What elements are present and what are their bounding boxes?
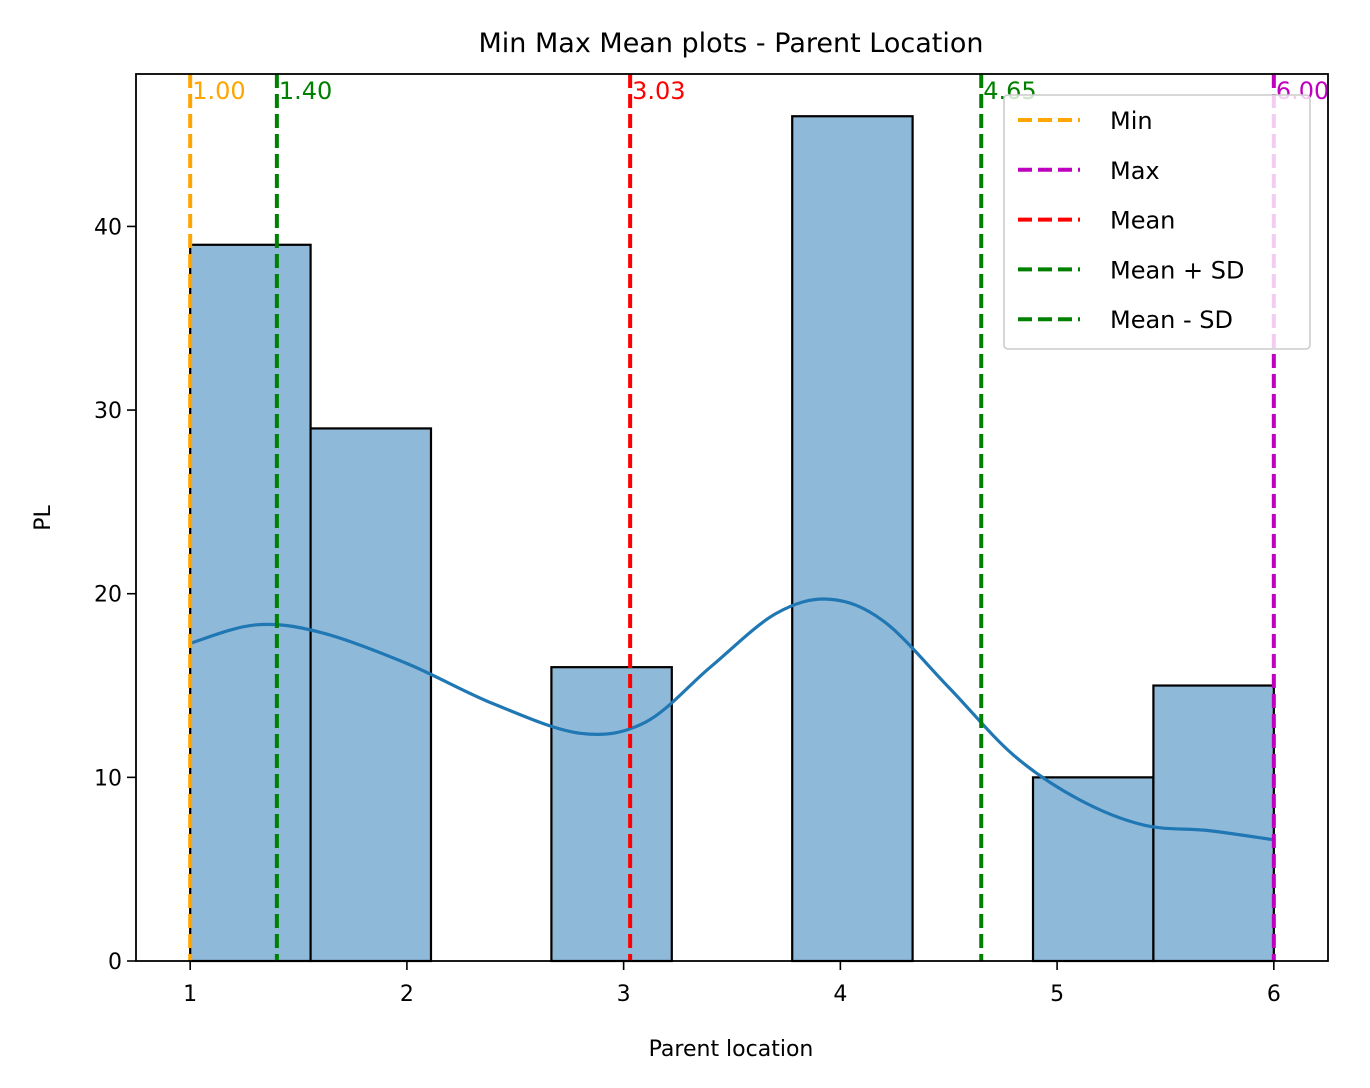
histogram-bar-3: [550, 666, 673, 963]
histogram-bar-8: [1152, 684, 1275, 963]
histogram-bar-1: [309, 427, 433, 963]
chart-title: Min Max Mean plots - Parent Location: [479, 28, 984, 59]
histogram-bar-0: [189, 243, 312, 963]
kde-curve: [189, 597, 1275, 842]
vline-label-0: 1.00: [192, 77, 245, 105]
x-tick-label-1: 2: [400, 982, 414, 1007]
legend-entry-0: Min: [1110, 107, 1153, 135]
y-tick-label-4: 40: [94, 215, 122, 240]
y-tick-label-3: 30: [94, 399, 122, 424]
x-tick-label-0: 1: [183, 982, 197, 1007]
x-tick-label-4: 5: [1050, 982, 1064, 1007]
x-axis-label: Parent location: [649, 1037, 814, 1062]
x-tick-label-2: 3: [617, 982, 631, 1007]
plot-area: 1.00 6.003.03 4.651.401 2 3 4 5 6010203040MinMa…: [94, 73, 1329, 1007]
y-axis-label: PL: [31, 504, 56, 530]
vline-label-2: 3.03: [632, 77, 685, 105]
legend-box: [1003, 94, 1311, 350]
y-tick-label-2: 20: [94, 583, 122, 608]
legend-entry-2: Mean: [1110, 207, 1175, 235]
plot-frame: [135, 73, 1329, 962]
x-tick-label-5: 6: [1267, 982, 1281, 1007]
legend-entry-4: Mean - SD: [1110, 306, 1233, 334]
y-tick-label-0: 0: [108, 950, 122, 975]
histogram-bar-5: [791, 115, 914, 963]
vline-label-4: 1.40: [279, 77, 332, 105]
y-tick-label-1: 10: [94, 766, 122, 791]
histogram-bar-7: [1031, 776, 1155, 963]
legend-entry-3: Mean + SD: [1110, 256, 1244, 284]
x-tick-label-3: 4: [833, 982, 847, 1007]
legend-entry-1: Max: [1110, 157, 1160, 185]
